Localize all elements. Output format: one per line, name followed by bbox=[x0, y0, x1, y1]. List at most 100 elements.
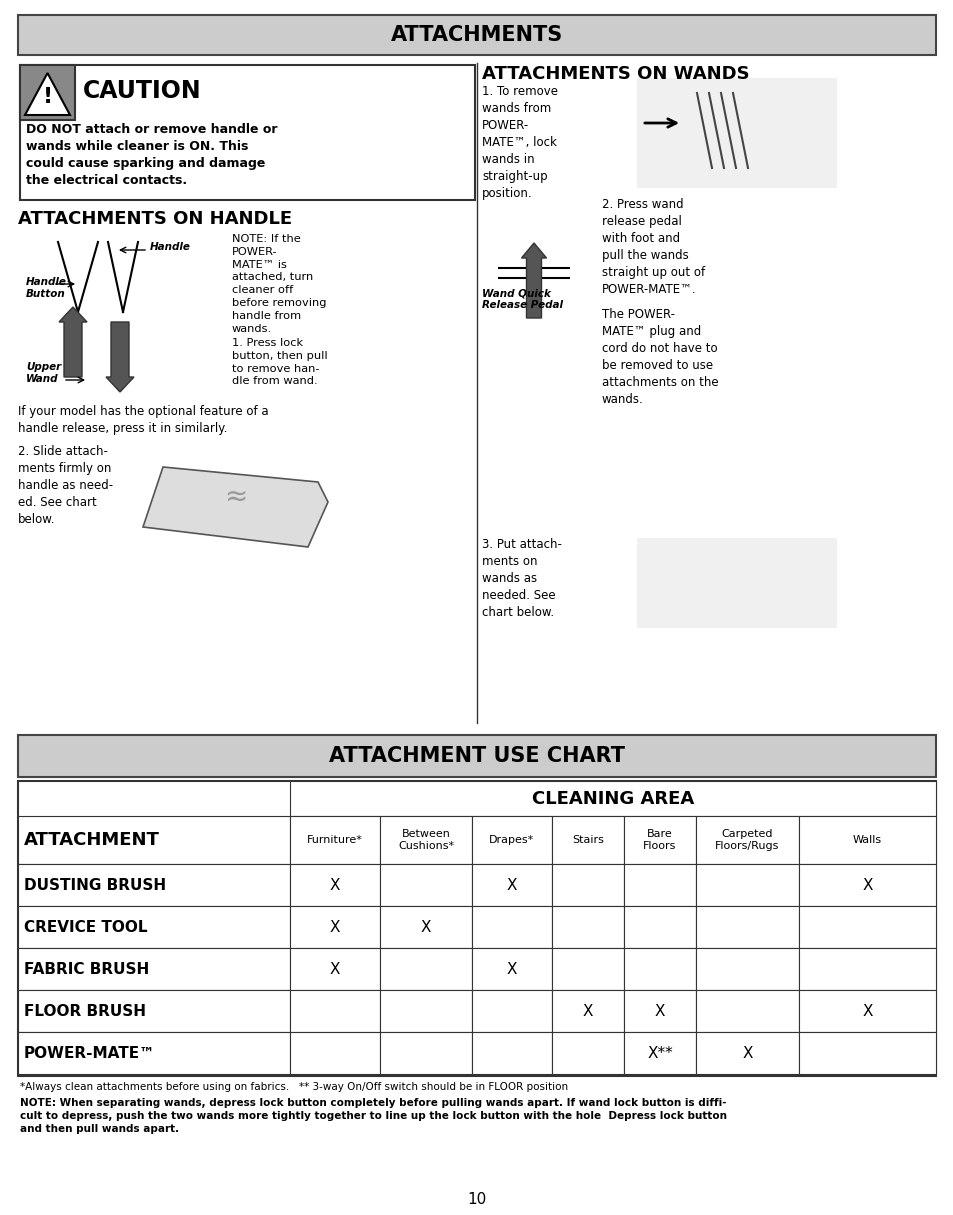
Text: 10: 10 bbox=[467, 1192, 486, 1206]
Bar bbox=[623, 990, 696, 1032]
Text: 1. Press lock
button, then pull
to remove han-
dle from wand.: 1. Press lock button, then pull to remov… bbox=[232, 338, 327, 386]
Text: X: X bbox=[654, 1004, 664, 1018]
Bar bbox=[696, 816, 799, 864]
Bar bbox=[18, 948, 290, 990]
Bar bbox=[290, 816, 379, 864]
Text: ATTACHMENT: ATTACHMENT bbox=[24, 831, 160, 849]
Bar bbox=[290, 781, 935, 816]
Bar bbox=[379, 816, 472, 864]
Bar bbox=[472, 948, 552, 990]
Bar bbox=[472, 906, 552, 948]
Text: X: X bbox=[862, 877, 872, 893]
Bar bbox=[623, 1032, 696, 1074]
Bar bbox=[20, 64, 475, 200]
Text: Stairs: Stairs bbox=[572, 835, 603, 844]
Text: *Always clean attachments before using on fabrics.   ** 3-way On/Off switch shou: *Always clean attachments before using o… bbox=[20, 1083, 568, 1092]
Bar bbox=[472, 1032, 552, 1074]
Bar bbox=[472, 816, 552, 864]
Bar bbox=[552, 816, 623, 864]
Text: Upper
Wand: Upper Wand bbox=[26, 362, 61, 384]
Bar bbox=[696, 864, 799, 906]
Bar bbox=[290, 864, 379, 906]
Text: ≈: ≈ bbox=[224, 484, 247, 512]
Text: ATTACHMENTS ON WANDS: ATTACHMENTS ON WANDS bbox=[481, 64, 749, 83]
Bar bbox=[18, 781, 935, 1076]
FancyArrow shape bbox=[59, 307, 87, 377]
Text: X: X bbox=[330, 877, 340, 893]
Bar bbox=[290, 990, 379, 1032]
Bar bbox=[472, 990, 552, 1032]
Bar bbox=[696, 906, 799, 948]
Bar bbox=[552, 864, 623, 906]
Bar bbox=[472, 864, 552, 906]
Bar bbox=[623, 906, 696, 948]
Bar bbox=[552, 948, 623, 990]
Text: CLEANING AREA: CLEANING AREA bbox=[532, 790, 694, 808]
Bar bbox=[799, 948, 935, 990]
Polygon shape bbox=[25, 73, 70, 115]
FancyArrow shape bbox=[521, 243, 546, 318]
Bar bbox=[623, 816, 696, 864]
Text: !: ! bbox=[42, 87, 52, 107]
Text: X: X bbox=[741, 1045, 752, 1061]
Bar bbox=[799, 990, 935, 1032]
Text: Bare
Floors: Bare Floors bbox=[642, 829, 676, 850]
Text: If your model has the optional feature of a
handle release, press it in similarl: If your model has the optional feature o… bbox=[18, 405, 269, 435]
Text: ATTACHMENTS ON HANDLE: ATTACHMENTS ON HANDLE bbox=[18, 210, 292, 228]
Text: Wand Quick
Release Pedal: Wand Quick Release Pedal bbox=[481, 288, 562, 310]
Text: 1. To remove
wands from
POWER-
MATE™, lock
wands in
straight-up
position.: 1. To remove wands from POWER- MATE™, lo… bbox=[481, 85, 558, 200]
Text: X: X bbox=[420, 920, 431, 934]
Text: DUSTING BRUSH: DUSTING BRUSH bbox=[24, 877, 166, 893]
Bar bbox=[696, 948, 799, 990]
Bar bbox=[696, 990, 799, 1032]
Bar bbox=[552, 1032, 623, 1074]
Bar bbox=[18, 1032, 290, 1074]
Text: ATTACHMENT USE CHART: ATTACHMENT USE CHART bbox=[329, 746, 624, 765]
Text: CREVICE TOOL: CREVICE TOOL bbox=[24, 920, 148, 934]
Text: X**: X** bbox=[646, 1045, 672, 1061]
Bar bbox=[623, 948, 696, 990]
Text: FLOOR BRUSH: FLOOR BRUSH bbox=[24, 1004, 146, 1018]
Bar bbox=[637, 78, 836, 188]
Text: FABRIC BRUSH: FABRIC BRUSH bbox=[24, 961, 149, 977]
Bar bbox=[379, 1032, 472, 1074]
Bar bbox=[20, 64, 75, 120]
Bar bbox=[379, 906, 472, 948]
Bar bbox=[18, 735, 935, 778]
Bar bbox=[18, 990, 290, 1032]
Bar bbox=[18, 816, 290, 864]
Text: NOTE: If the
POWER-
MATE™ is
attached, turn
cleaner off
before removing
handle f: NOTE: If the POWER- MATE™ is attached, t… bbox=[232, 234, 326, 334]
Text: DO NOT attach or remove handle or
wands while cleaner is ON. This
could cause sp: DO NOT attach or remove handle or wands … bbox=[26, 123, 277, 187]
Bar bbox=[18, 864, 290, 906]
Text: Handle
Button: Handle Button bbox=[26, 277, 67, 299]
Text: Carpeted
Floors/Rugs: Carpeted Floors/Rugs bbox=[715, 829, 779, 850]
Bar bbox=[290, 1032, 379, 1074]
Text: Walls: Walls bbox=[852, 835, 882, 844]
Bar bbox=[552, 990, 623, 1032]
Text: X: X bbox=[506, 877, 517, 893]
Text: The POWER-
MATE™ plug and
cord do not have to
be removed to use
attachments on t: The POWER- MATE™ plug and cord do not ha… bbox=[601, 307, 718, 406]
Bar bbox=[379, 990, 472, 1032]
Bar bbox=[18, 906, 290, 948]
Text: X: X bbox=[582, 1004, 593, 1018]
Bar bbox=[799, 864, 935, 906]
Text: Furniture*: Furniture* bbox=[307, 835, 362, 844]
Text: ATTACHMENTS: ATTACHMENTS bbox=[391, 26, 562, 45]
Text: POWER-MATE™: POWER-MATE™ bbox=[24, 1045, 155, 1061]
Text: 2. Press wand
release pedal
with foot and
pull the wands
straight up out of
POWE: 2. Press wand release pedal with foot an… bbox=[601, 198, 704, 296]
Text: Drapes*: Drapes* bbox=[489, 835, 534, 844]
Bar bbox=[799, 816, 935, 864]
Text: Between
Cushions*: Between Cushions* bbox=[397, 829, 454, 850]
Text: X: X bbox=[330, 920, 340, 934]
FancyArrow shape bbox=[106, 322, 133, 392]
Text: 2. Slide attach-
ments firmly on
handle as need-
ed. See chart
below.: 2. Slide attach- ments firmly on handle … bbox=[18, 445, 113, 526]
Bar bbox=[379, 948, 472, 990]
Bar bbox=[18, 15, 935, 55]
Text: Handle: Handle bbox=[150, 242, 191, 252]
Text: X: X bbox=[862, 1004, 872, 1018]
Bar bbox=[290, 948, 379, 990]
Text: 3. Put attach-
ments on
wands as
needed. See
chart below.: 3. Put attach- ments on wands as needed.… bbox=[481, 538, 561, 618]
Bar bbox=[696, 1032, 799, 1074]
Bar bbox=[799, 906, 935, 948]
Bar bbox=[552, 906, 623, 948]
